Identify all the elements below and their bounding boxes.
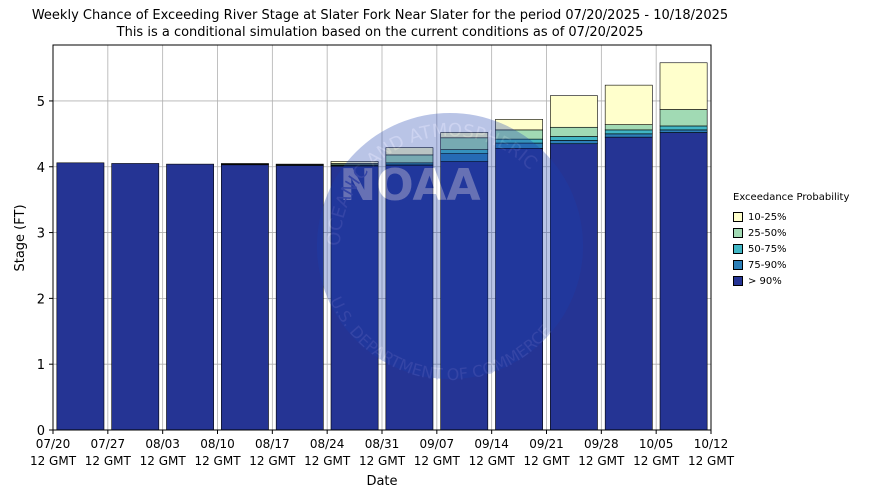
- bar-segment-10-25: [440, 132, 489, 139]
- bar-segment-25-50: [604, 124, 653, 131]
- legend-swatch: [733, 212, 743, 222]
- x-tick-label-date: 07/20: [36, 437, 71, 451]
- x-tick-label-date: 08/03: [145, 437, 180, 451]
- bar-segment-90: [385, 165, 434, 431]
- bar-segment-10-25: [330, 161, 379, 164]
- legend-label: 25-50%: [748, 227, 787, 239]
- y-tick-label: 2: [37, 292, 45, 307]
- x-tick-label-time: 12 GMT: [194, 454, 241, 468]
- y-axis-label: Stage (FT): [13, 204, 28, 271]
- x-tick-label-date: 09/07: [420, 437, 455, 451]
- bar-segment-75-90: [550, 140, 598, 145]
- watermark-center-text: NOAA: [339, 160, 480, 211]
- x-tick-label-time: 12 GMT: [249, 454, 296, 468]
- legend-label: 10-25%: [748, 211, 787, 223]
- bar-segment-10-25: [659, 62, 708, 110]
- bar-segment-10-25: [550, 95, 598, 128]
- x-tick-label-date: 07/27: [91, 437, 126, 451]
- x-tick-label-time: 12 GMT: [414, 454, 461, 468]
- y-axis: 0 1 2 3 4 5: [37, 95, 53, 439]
- x-axis-label: Date: [366, 474, 397, 489]
- y-tick-label: 4: [37, 161, 45, 176]
- x-tick-label-date: 10/12: [694, 437, 729, 451]
- legend-item: 50-75%: [733, 241, 849, 257]
- x-tick-label-date: 09/28: [584, 437, 619, 451]
- y-tick-label: 0: [37, 424, 45, 439]
- legend-swatch: [733, 260, 743, 270]
- x-tick-label-time: 12 GMT: [359, 454, 406, 468]
- bar-segment-90: [330, 165, 379, 431]
- y-tick-label: 5: [37, 95, 45, 110]
- x-tick-label-date: 08/24: [310, 437, 345, 451]
- bar-segment-25-50: [550, 126, 598, 137]
- legend-item: 25-50%: [733, 225, 849, 241]
- x-tick-label-time: 12 GMT: [523, 454, 570, 468]
- chart-title: Weekly Chance of Exceeding River Stage a…: [31, 8, 729, 23]
- x-tick-label-date: 08/31: [365, 437, 400, 451]
- x-tick-label-time: 12 GMT: [469, 454, 516, 468]
- bar-segment-50-75: [659, 125, 708, 131]
- bar-segment-50-75: [550, 136, 598, 141]
- legend-title: Exceedance Probability: [733, 192, 850, 203]
- x-tick-label-time: 12 GMT: [633, 454, 680, 468]
- legend-label: 50-75%: [748, 243, 787, 255]
- x-tick-label-time: 12 GMT: [304, 454, 351, 468]
- x-tick-label-date: 10/05: [639, 437, 674, 451]
- y-tick-label: 3: [37, 227, 45, 242]
- bar-segment-90: [56, 162, 105, 431]
- x-tick-label-date: 08/17: [255, 437, 290, 451]
- chart-subtitle: This is a conditional simulation based o…: [116, 25, 644, 40]
- bar-segment-90: [221, 164, 269, 431]
- legend-item: 10-25%: [733, 209, 849, 225]
- bar-segment-90: [440, 161, 489, 431]
- x-tick-label-date: 09/14: [474, 437, 509, 451]
- bar-segment-90: [550, 143, 598, 431]
- bar-segment-10-25: [385, 147, 434, 156]
- legend-swatch: [733, 244, 743, 254]
- x-tick-label-time: 12 GMT: [140, 454, 187, 468]
- x-tick-label-time: 12 GMT: [578, 454, 625, 468]
- bar-segment-50-75: [604, 129, 653, 135]
- bar-segment-10-25: [275, 163, 324, 166]
- x-tick-label-time: 12 GMT: [688, 454, 735, 468]
- bar-segment-25-50: [659, 109, 708, 127]
- legend-item: 75-90%: [733, 257, 849, 273]
- bar-segment-10-25: [604, 84, 653, 125]
- legend-label: 75-90%: [748, 259, 787, 271]
- bar-segment-75-90: [604, 133, 653, 138]
- x-tick-label-time: 12 GMT: [85, 454, 132, 468]
- watermark-disc: [317, 113, 583, 379]
- bar-segment-90: [275, 165, 324, 431]
- legend-swatch: [733, 276, 743, 286]
- x-tick-label-date: 09/21: [529, 437, 564, 451]
- bar-segment-10-25: [495, 119, 543, 131]
- bars-group: [56, 62, 708, 431]
- bar-segment-90: [659, 132, 708, 431]
- bar-segment-75-90: [659, 129, 708, 133]
- legend-label: > 90%: [748, 275, 782, 287]
- legend-swatch: [733, 228, 743, 238]
- legend-items: 10-25% 25-50% 50-75% 75-90% > 90%: [733, 209, 849, 289]
- bar-segment-90: [604, 136, 653, 431]
- legend-item: > 90%: [733, 273, 849, 289]
- legend: Exceedance Probability 10-25% 25-50% 50-75…: [733, 192, 849, 289]
- x-axis: 07/20 12 GMT 07/27 12 GMT 08/03 12 GMT 08/10 12…: [30, 430, 735, 468]
- noaa-watermark: NOAA OCEANIC AND ATMOSPHERIC U.S. DEPART…: [317, 113, 583, 384]
- y-tick-label: 1: [37, 358, 45, 373]
- x-tick-label-time: 12 GMT: [30, 454, 77, 468]
- x-tick-label-date: 08/10: [200, 437, 235, 451]
- bar-segment-90: [111, 163, 160, 431]
- bar-segment-10-25: [221, 163, 269, 165]
- bar-segment-90: [166, 163, 214, 431]
